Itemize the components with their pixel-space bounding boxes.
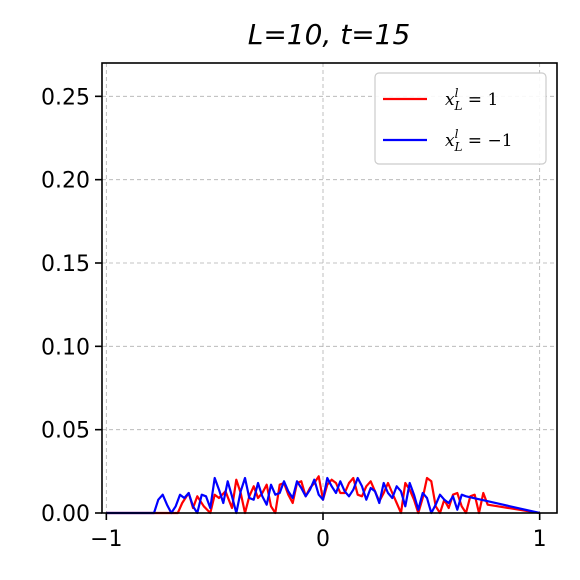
x-tick-label: −1 (90, 527, 122, 552)
legend-label-1: xl L = 1 (445, 86, 498, 113)
y-tick-label: 0.00 (41, 502, 90, 527)
series-line-2 (106, 476, 540, 515)
y-tick-label: 0.05 (41, 419, 90, 444)
x-tick-label: 1 (533, 527, 547, 552)
y-tick-label: 0.20 (41, 169, 90, 194)
legend: xl L = 1 xl L = −1 (374, 72, 547, 165)
y-tick-label: 0.15 (41, 252, 90, 277)
legend-box (374, 72, 547, 165)
y-tick-label: 0.25 (41, 85, 90, 110)
x-tick-label: 0 (316, 527, 330, 552)
series-group (106, 475, 540, 515)
axes-ticks: −1 0 1 0.00 0.05 0.10 0.15 0.20 0.25 (41, 85, 547, 552)
legend-label-2: xl L = −1 (445, 127, 513, 154)
y-tick-label: 0.10 (41, 335, 90, 360)
plot-frame (101, 62, 558, 514)
chart-title: L=10, t=15 (248, 18, 411, 51)
